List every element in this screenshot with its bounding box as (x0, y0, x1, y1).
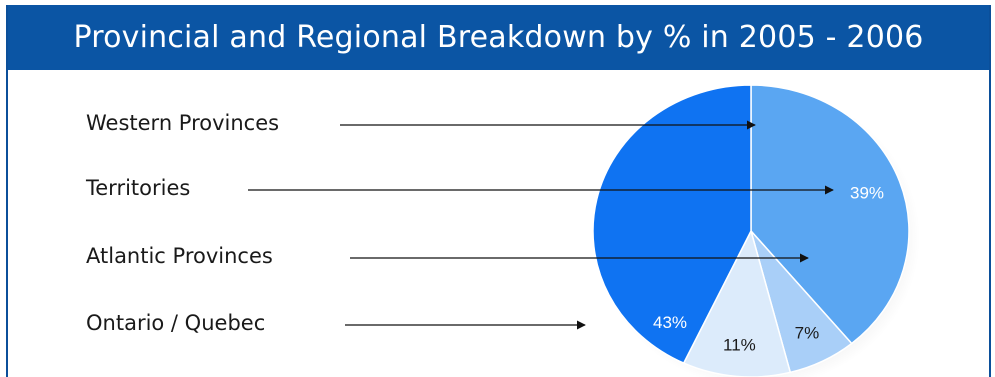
category-label-western-provinces: Western Provinces (86, 111, 280, 135)
pie-slice-western-provinces (750, 84, 910, 345)
page-title: Provincial and Regional Breakdown by % i… (8, 5, 989, 70)
category-label-ontario-quebec: Ontario / Quebec (86, 311, 266, 335)
pie-slice-ontario-quebec (592, 84, 752, 365)
category-label-territories: Territories (86, 176, 191, 200)
category-label-atlantic-provinces: Atlantic Provinces (86, 244, 273, 268)
slice-value-label: 11% (723, 335, 756, 354)
slice-value-label: 7% (795, 324, 820, 343)
slice-value-label: 39% (850, 183, 884, 202)
pie-slice-atlantic-provinces (682, 228, 792, 377)
slice-value-label: 43% (653, 313, 687, 332)
